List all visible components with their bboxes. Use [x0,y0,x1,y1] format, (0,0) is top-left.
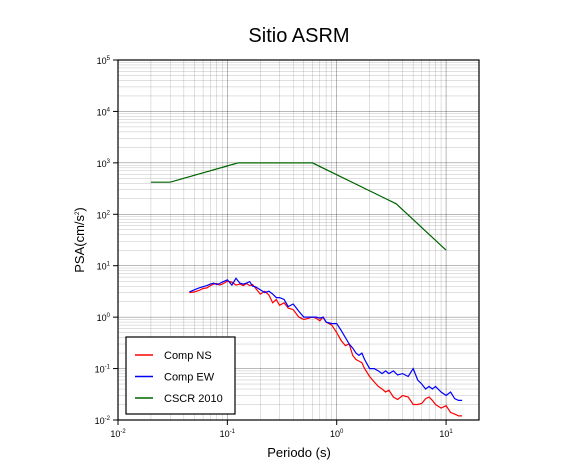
x-tick-label: 10-2 [110,429,126,439]
x-tick-label: 10-1 [220,429,236,439]
y-tick-label: 102 [97,210,111,220]
y-tick-label: 101 [97,262,111,272]
legend-label: Comp NS [164,350,212,362]
y-tick-label: 103 [97,159,111,169]
y-tick-label: 10-1 [95,365,111,375]
series-line-cscr-2010 [150,162,447,251]
legend-box [125,336,236,415]
legend-label: CSCR 2010 [164,393,223,405]
legend: Comp NS Comp EW CSCR 2010 [125,336,236,415]
x-tick-label: 101 [439,429,453,439]
legend-label: Comp EW [164,372,215,384]
x-axis-label: Periodo (s) [267,445,331,460]
y-tick-label: 10-2 [95,416,111,426]
chart-title: Sitio ASRM [248,25,349,47]
y-axis-ticks: 10-2 10-1 100 101 102 103 104 105 [95,56,118,426]
y-axis-label: PSA(cm/s2) [72,207,87,272]
x-tick-label: 100 [330,429,344,439]
y-tick-label: 105 [97,56,111,66]
y-tick-label: 104 [97,107,111,117]
y-tick-label: 100 [97,313,111,323]
plot-area [150,162,463,417]
plot-frame [117,59,480,421]
series-line-comp-ew [189,277,463,401]
x-axis-ticks: 10-2 10-1 100 101 [110,420,453,439]
